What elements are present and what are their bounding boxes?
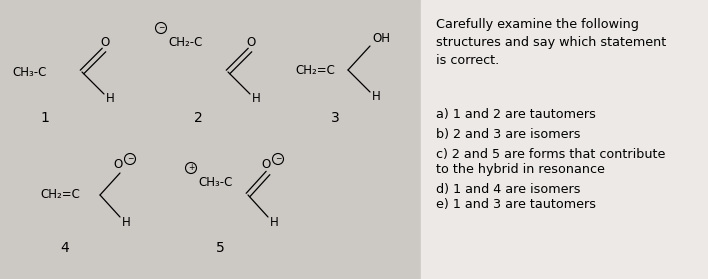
Text: CH₂=C: CH₂=C	[295, 64, 335, 76]
Bar	[421, 0, 708, 279]
Text: b) 2 and 3 are isomers: b) 2 and 3 are isomers	[436, 128, 581, 141]
Text: −: −	[127, 155, 133, 163]
Text: to the hybrid in resonance: to the hybrid in resonance	[436, 163, 605, 176]
Text: Carefully examine the following
structures and say which statement
is correct.: Carefully examine the following structur…	[436, 18, 666, 67]
Text: CH₃-C: CH₃-C	[12, 66, 47, 78]
Text: +: +	[188, 163, 194, 172]
Text: d) 1 and 4 are isomers: d) 1 and 4 are isomers	[436, 183, 581, 196]
Text: O: O	[101, 37, 110, 49]
Text: OH: OH	[372, 32, 390, 45]
Text: H: H	[270, 215, 279, 229]
Text: CH₂=C: CH₂=C	[40, 189, 80, 201]
Text: 4: 4	[61, 241, 69, 255]
Text: O: O	[261, 158, 270, 172]
Text: 3: 3	[331, 111, 339, 125]
Text: H: H	[122, 215, 131, 229]
Text: c) 2 and 5 are forms that contribute: c) 2 and 5 are forms that contribute	[436, 148, 666, 161]
Text: H: H	[252, 93, 261, 105]
Text: O: O	[246, 37, 256, 49]
Text: −: −	[158, 23, 164, 32]
Text: H: H	[372, 90, 381, 104]
Text: O: O	[113, 158, 122, 172]
Text: −: −	[275, 155, 281, 163]
Text: CH₂-C: CH₂-C	[168, 35, 202, 49]
Text: 1: 1	[40, 111, 50, 125]
Text: 5: 5	[216, 241, 224, 255]
Text: e) 1 and 3 are tautomers: e) 1 and 3 are tautomers	[436, 198, 596, 211]
Text: a) 1 and 2 are tautomers: a) 1 and 2 are tautomers	[436, 108, 596, 121]
Text: CH₃-C: CH₃-C	[198, 177, 232, 189]
Text: H: H	[106, 93, 115, 105]
Text: 2: 2	[193, 111, 202, 125]
